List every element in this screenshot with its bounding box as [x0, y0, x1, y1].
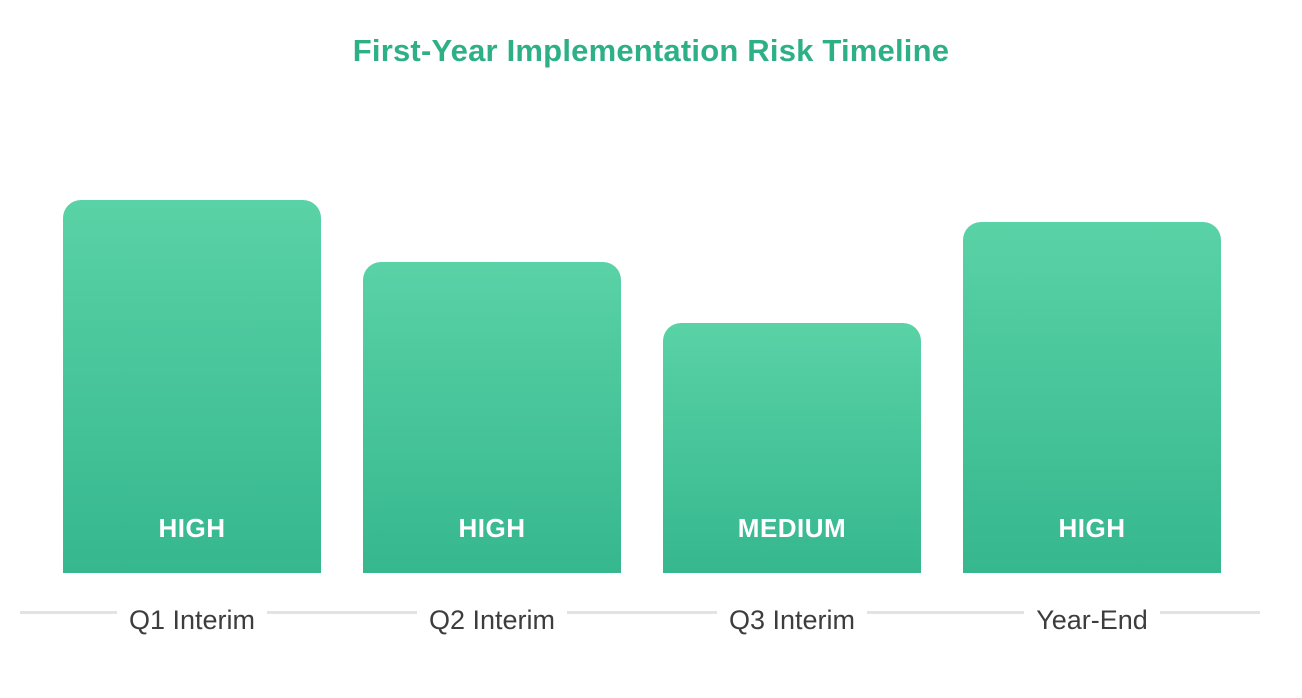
plot-area: HIGH HIGH MEDIUM HIGH: [42, 0, 1242, 573]
bar-cell: HIGH: [342, 0, 642, 573]
category-cell: Q1 Interim: [42, 602, 342, 638]
bar: HIGH: [63, 200, 321, 573]
category-axis: Q1 Interim Q2 Interim Q3 Interim Year-End: [42, 602, 1242, 638]
bar-risk-label: HIGH: [158, 513, 226, 543]
category-label: Year-End: [1024, 602, 1160, 638]
bar-risk-label: HIGH: [458, 513, 526, 543]
category-cell: Q3 Interim: [642, 602, 942, 638]
x-axis-line: [20, 611, 1260, 614]
category-label: Q3 Interim: [716, 602, 868, 638]
bar: HIGH: [963, 222, 1221, 573]
chart-title: First-Year Implementation Risk Timeline: [352, 33, 950, 68]
bar-risk-label: HIGH: [1058, 513, 1126, 543]
category-cell: Year-End: [942, 602, 1242, 638]
bar-cell: HIGH: [42, 0, 342, 573]
category-label: Q1 Interim: [116, 602, 268, 638]
bar: HIGH: [363, 262, 621, 573]
category-cell: Q2 Interim: [342, 602, 642, 638]
category-label: Q2 Interim: [416, 602, 568, 638]
bar-cell: MEDIUM: [642, 0, 942, 573]
bar-risk-label: MEDIUM: [737, 513, 847, 543]
bar: MEDIUM: [663, 323, 921, 573]
bar-cell: HIGH: [942, 0, 1242, 573]
